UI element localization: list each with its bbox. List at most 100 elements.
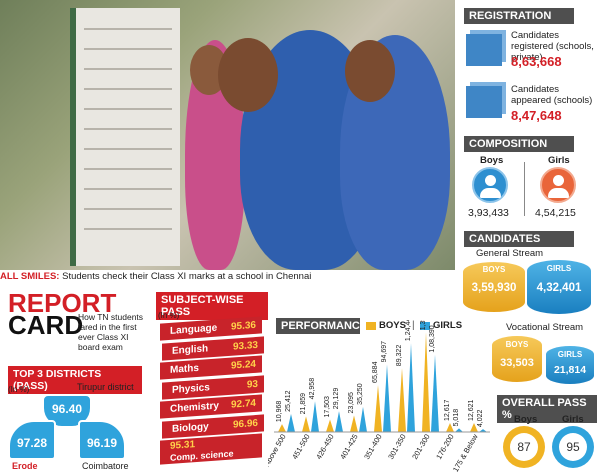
legend-girls-label: GIRLS — [433, 320, 463, 331]
subjects-unit: (In %) — [158, 311, 180, 320]
general-boys-label: BOYS — [482, 265, 506, 274]
bar-girls — [431, 354, 439, 432]
category-label: Above 500 — [268, 433, 288, 469]
bar-girls — [455, 428, 463, 432]
general-girls-value: 4,32,401 — [536, 282, 582, 294]
bar-value-label: 94,697 — [381, 341, 388, 363]
subject-value: 92.74 — [230, 397, 256, 411]
overall-girls-value: 95 — [559, 433, 587, 461]
category-label: 401-425 — [338, 433, 360, 461]
voc-boys-value: 33,503 — [500, 357, 534, 369]
student-face — [345, 40, 395, 102]
districts-unit: (In %) — [8, 385, 30, 394]
bar-value-label: 1,24,443 — [405, 320, 412, 341]
bar-boys — [374, 384, 382, 432]
subject-value: 95.24 — [230, 358, 256, 372]
voc-girls-value: 21,814 — [553, 364, 587, 376]
district-value-tirupur: 96.40 — [51, 402, 83, 416]
bar-value-label: 29,129 — [333, 388, 340, 410]
bar-value-label: 65,884 — [372, 361, 379, 383]
cube-icon — [466, 86, 502, 118]
bar-boys — [350, 415, 358, 432]
category-label: 201-300 — [410, 433, 432, 461]
general-girls-cylinder — [527, 260, 591, 314]
subject-name: English — [172, 342, 209, 357]
bar-boys — [446, 422, 454, 432]
general-stream-label: General Stream — [476, 248, 544, 259]
subject-row: Comp. science 95.31 — [160, 433, 262, 465]
category-label: 176-200 — [434, 433, 456, 461]
general-girls-label: GIRLS — [546, 264, 572, 273]
voc-girls-cylinder — [546, 346, 594, 384]
voc-boys-label: BOYS — [505, 340, 529, 349]
district-value-erode: 97.28 — [16, 436, 48, 450]
category-label: 426-450 — [314, 433, 336, 461]
bar-girls — [383, 364, 391, 432]
bar-value-label: 1,39,564 — [420, 320, 427, 330]
subject-value: 93.33 — [232, 339, 258, 353]
bar-girls — [287, 413, 295, 432]
overall-boys-ring: 87 — [503, 426, 545, 468]
boy-icon — [472, 167, 508, 203]
report-title: REPORT — [8, 288, 117, 318]
bar-value-label: 21,859 — [300, 393, 307, 415]
overall-pass-header: OVERALL PASS % — [497, 395, 597, 423]
bar-value-label: 25,412 — [285, 390, 292, 412]
subject-value: 96.96 — [232, 417, 258, 431]
boys-label: Boys — [480, 155, 504, 166]
registered-label: Candidates registered (schools, private) — [511, 30, 594, 63]
district-name-tirupur: Tirupur district — [77, 382, 134, 392]
boys-count: 3,93,433 — [468, 207, 509, 219]
subject-name: Biology — [172, 420, 209, 435]
bar-girls — [335, 411, 343, 432]
district-erode-shape — [8, 420, 56, 460]
legend-separator: | — [412, 320, 415, 331]
bar-value-label: 12,617 — [444, 399, 451, 421]
legend-boys-swatch — [366, 322, 376, 330]
district-name-erode: Erode — [12, 461, 38, 471]
bar-value-label: 17,503 — [324, 396, 331, 418]
general-boys-value: 3,59,930 — [471, 282, 517, 294]
bar-value-label: 89,322 — [396, 345, 403, 367]
district-name-coimbatore: Coimbatore — [82, 461, 129, 471]
candidates-header: CANDIDATES — [464, 231, 574, 247]
category-label: 351-400 — [362, 433, 384, 461]
bar-boys — [398, 368, 406, 432]
bar-boys — [326, 419, 334, 432]
cube-icon — [466, 34, 502, 66]
subject-name: Language — [170, 322, 218, 337]
district-value-coimbatore: 96.19 — [86, 436, 118, 450]
category-label: 451-500 — [290, 433, 312, 461]
notice-board — [70, 8, 180, 266]
news-photo — [0, 0, 455, 270]
category-label: 301-350 — [386, 433, 408, 461]
bar-value-label: 35,250 — [357, 383, 364, 405]
subjects-header: SUBJECT-WISE PASS — [156, 292, 268, 320]
bar-girls — [311, 401, 319, 432]
district-coimbatore-shape — [78, 420, 126, 460]
girl-icon — [540, 167, 576, 203]
overall-girls-ring: 95 — [552, 426, 594, 468]
bar-value-label: 12,621 — [468, 399, 475, 421]
bar-value-label: 1,08,390 — [429, 325, 436, 352]
vocational-stream-label: Vocational Stream — [506, 322, 584, 333]
registration-header: REGISTRATION — [464, 8, 574, 24]
bar-boys — [302, 416, 310, 432]
bar-girls — [359, 406, 367, 432]
overall-girls-label: Girls — [562, 414, 584, 425]
bar-value-label: 42,958 — [309, 378, 316, 400]
legend-girls-swatch — [420, 322, 430, 330]
student-face — [218, 38, 278, 112]
bar-boys — [470, 422, 478, 432]
performance-header: PERFORMANCE — [276, 318, 367, 334]
subject-name: Chemistry — [170, 400, 219, 415]
subject-name: Physics — [172, 381, 210, 396]
voc-boys-cylinder — [492, 336, 542, 382]
bar-value-label: 23,095 — [348, 392, 355, 414]
appeared-label: Candidates appeared (schools) — [511, 84, 593, 106]
bar-boys — [422, 332, 430, 432]
legend-boys-label: BOYS — [379, 320, 406, 331]
voc-girls-label: GIRLS — [557, 350, 583, 359]
composition-header: COMPOSITION — [464, 136, 574, 152]
bar-value-label: 5,018 — [453, 409, 460, 427]
